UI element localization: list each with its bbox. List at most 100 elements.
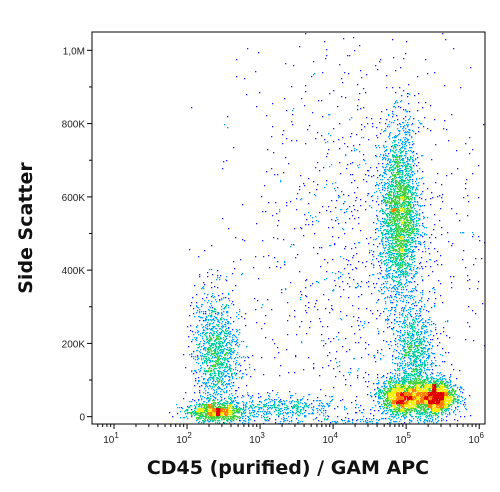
event-point	[218, 414, 220, 416]
event-point	[187, 406, 189, 408]
event-point	[418, 231, 420, 233]
event-point	[399, 259, 401, 261]
event-point	[200, 409, 202, 411]
event-point	[327, 403, 329, 405]
event-point	[411, 222, 413, 224]
event-point	[408, 264, 410, 266]
event-point	[208, 411, 210, 413]
event-point	[396, 159, 398, 161]
event-point	[387, 202, 389, 204]
event-point	[202, 420, 204, 422]
event-point	[231, 419, 233, 421]
event-point	[390, 209, 392, 211]
event-point	[412, 246, 414, 248]
event-point	[383, 225, 385, 227]
event-point	[398, 223, 400, 225]
event-point	[194, 316, 196, 318]
event-point	[391, 167, 393, 169]
event-point	[390, 252, 392, 254]
event-point	[226, 333, 228, 335]
event-point	[219, 366, 221, 368]
event-point	[208, 397, 210, 399]
event-point	[234, 373, 236, 375]
event-point	[399, 226, 401, 228]
event-point	[408, 230, 410, 232]
event-point	[231, 351, 233, 353]
event-point	[259, 407, 261, 409]
event-point	[395, 239, 397, 241]
event-point	[412, 250, 414, 252]
event-point	[407, 234, 409, 236]
event-point	[309, 404, 311, 406]
event-point	[206, 337, 208, 339]
event-point	[397, 163, 399, 165]
event-point	[399, 180, 401, 182]
event-point	[403, 137, 405, 139]
event-point	[404, 245, 406, 247]
event-point	[403, 222, 405, 224]
event-point	[405, 191, 407, 193]
event-point	[407, 213, 409, 215]
event-point	[212, 417, 214, 419]
event-point	[196, 372, 198, 374]
event-point	[363, 409, 365, 411]
event-point	[251, 407, 253, 409]
event-point	[395, 215, 397, 217]
event-point	[231, 404, 233, 406]
event-point	[396, 215, 398, 217]
event-point	[397, 124, 399, 126]
event-point	[391, 207, 393, 209]
event-point	[195, 412, 197, 414]
event-point	[231, 348, 233, 350]
event-point	[232, 406, 234, 408]
event-point	[215, 362, 217, 364]
event-point	[394, 174, 396, 176]
event-point	[214, 390, 216, 392]
event-point	[222, 349, 224, 351]
event-point	[211, 371, 213, 373]
event-point	[218, 382, 220, 384]
event-point	[401, 236, 403, 238]
event-point	[202, 408, 204, 410]
event-point	[393, 156, 395, 158]
event-point	[215, 410, 217, 412]
event-point	[249, 401, 251, 403]
event-point	[211, 245, 213, 247]
event-point	[404, 193, 406, 195]
event-point	[414, 265, 416, 267]
event-point	[211, 320, 213, 322]
event-point	[227, 412, 229, 414]
event-point	[204, 404, 206, 406]
event-point	[406, 161, 408, 163]
event-point	[228, 418, 230, 420]
event-point	[230, 368, 232, 370]
event-point	[250, 419, 252, 421]
event-point	[210, 406, 212, 408]
event-point	[221, 306, 223, 308]
event-point	[292, 412, 294, 414]
event-point	[380, 256, 382, 258]
event-point	[266, 414, 268, 416]
event-point	[281, 401, 283, 403]
event-point	[395, 135, 397, 137]
event-point	[215, 420, 217, 422]
event-point	[405, 192, 407, 194]
event-point	[236, 312, 238, 314]
event-point	[392, 214, 394, 216]
event-point	[392, 221, 394, 223]
event-point	[396, 201, 398, 203]
event-point	[297, 411, 299, 413]
event-point	[236, 408, 238, 410]
event-point	[221, 419, 223, 421]
event-point	[214, 410, 216, 412]
event-point	[403, 310, 405, 312]
event-point	[383, 293, 385, 295]
event-point	[397, 210, 399, 212]
event-point	[227, 355, 229, 357]
event-point	[385, 256, 387, 258]
event-point	[239, 411, 241, 413]
event-point	[213, 350, 215, 352]
event-point	[206, 316, 208, 318]
event-point	[396, 195, 398, 197]
event-point	[230, 402, 232, 404]
